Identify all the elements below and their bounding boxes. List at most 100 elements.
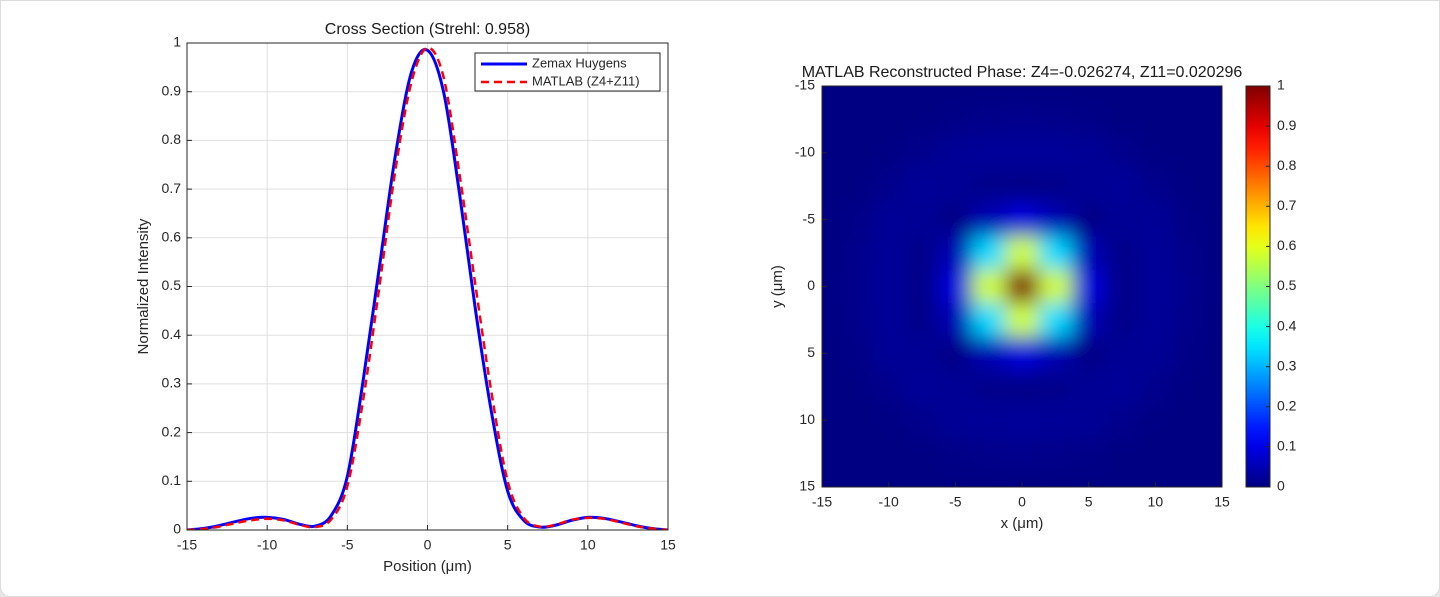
heatmap-cell <box>838 470 873 487</box>
heatmap-cell <box>1038 202 1073 237</box>
heatmap-cell <box>872 470 906 487</box>
x-axis-label: Position (μm) <box>383 558 472 575</box>
y-tick-label: 0.6 <box>162 229 182 245</box>
x-tick-label: 10 <box>580 537 596 553</box>
heatmap-cell <box>1138 169 1173 204</box>
heatmap-cell <box>1105 269 1140 304</box>
legend-label: MATLAB (Z4+Z11) <box>532 73 640 88</box>
heatmap-cell <box>1105 403 1140 438</box>
heatmap-cell <box>1072 336 1106 371</box>
colorbar-tick-label: 0.2 <box>1277 398 1297 414</box>
heatmap-cell <box>905 336 940 371</box>
heatmap-cell <box>905 436 940 471</box>
heatmap-cell <box>1005 336 1040 371</box>
heatmap-cell <box>1072 136 1106 171</box>
colorbar-tick-label: 0.6 <box>1277 237 1297 253</box>
heatmap-cell <box>1205 169 1222 204</box>
heatmap-cell <box>1105 136 1140 171</box>
heatmap-cell <box>822 403 840 438</box>
heatmap-cell <box>872 169 906 204</box>
colorbar-tick-label: 1 <box>1277 77 1285 93</box>
heatmap-cell <box>1005 470 1040 487</box>
y-tick-label: 0.4 <box>162 326 182 342</box>
colorbar-tick-label: 0.3 <box>1277 357 1297 373</box>
x-axis-label: x (μm) <box>1001 515 1044 532</box>
heatmap-cell <box>1205 102 1222 137</box>
heatmap-cell <box>1105 169 1140 204</box>
heatmap-cell <box>1072 202 1106 237</box>
image-cells <box>822 86 1222 487</box>
x-tick-label: 15 <box>660 537 676 553</box>
heatmap-cell <box>1138 403 1173 438</box>
heatmap-cell <box>1205 236 1222 271</box>
heatmap-cell <box>1038 470 1073 487</box>
heatmap-cell <box>838 169 873 204</box>
heatmap-cell <box>1172 136 1206 171</box>
heatmap-cell <box>905 470 940 487</box>
heatmap-cell <box>1138 336 1173 371</box>
heatmap-cell <box>1038 136 1073 171</box>
heatmap-cell <box>1138 236 1173 271</box>
heatmap-cell <box>822 202 840 237</box>
x-tick-label: 5 <box>504 537 512 553</box>
heatmap-cell <box>1138 470 1173 487</box>
heatmap-cell <box>1072 370 1106 404</box>
x-tick-label: -5 <box>341 537 354 553</box>
y-tick-label: -15 <box>795 77 815 93</box>
x-tick-label: -10 <box>879 494 899 510</box>
heatmap-cell <box>972 470 1006 487</box>
y-tick-label: 1 <box>173 34 181 50</box>
heatmap-cell <box>1005 86 1040 104</box>
y-tick-label: 0.8 <box>162 131 182 147</box>
heatmap-cell <box>1205 136 1222 171</box>
colorbar-tick-label: 0.4 <box>1277 317 1297 333</box>
heatmap-cell <box>1172 303 1206 338</box>
colorbar-tick-label: 0 <box>1277 478 1285 494</box>
heatmap-cell <box>1072 470 1106 487</box>
heatmap-cell <box>1205 436 1222 471</box>
colorbar-tick-label: 0.1 <box>1277 438 1297 454</box>
heatmap-cell <box>1105 202 1140 237</box>
heatmap-cell <box>822 102 840 137</box>
heatmap-cell <box>838 336 873 371</box>
heatmap-cell <box>905 169 940 204</box>
x-tick-label: -15 <box>177 537 197 553</box>
heatmap-cell <box>972 403 1006 438</box>
heatmap-cell <box>1172 169 1206 204</box>
heatmap-cell <box>822 436 840 471</box>
heatmap-cell <box>938 370 973 404</box>
heatmap-cell <box>1105 236 1140 271</box>
heatmap-cell <box>1072 269 1106 304</box>
heatmap-cell <box>1072 102 1106 137</box>
heatmap-cell <box>1005 169 1040 204</box>
axes-box <box>821 85 1223 488</box>
heatmap-cell <box>1138 202 1173 237</box>
heatmap-cell <box>1038 403 1073 438</box>
heatmap-cell <box>938 303 973 338</box>
y-tick-label: -10 <box>795 144 815 160</box>
heatmap-cell <box>1038 303 1073 338</box>
y-tick-label: 0 <box>807 277 815 293</box>
heatmap-cell <box>822 370 840 404</box>
x-tick-label: -15 <box>812 494 832 510</box>
heatmap-cell <box>1038 102 1073 137</box>
y-tick-label: 15 <box>799 478 815 494</box>
heatmap-cell <box>1038 336 1073 371</box>
chart-title: MATLAB Reconstructed Phase: Z4=-0.026274… <box>802 64 1243 81</box>
x-tick-label: 0 <box>1018 494 1026 510</box>
heatmap-cell <box>1205 269 1222 304</box>
y-tick-label: 0.3 <box>162 375 182 391</box>
heatmap-cell <box>938 269 973 304</box>
heatmap-cell <box>905 370 940 404</box>
heatmap-cell <box>1005 102 1040 137</box>
y-tick-label: 0.2 <box>162 423 182 439</box>
heatmap-cell <box>822 236 840 271</box>
heatmap-cell <box>938 169 973 204</box>
image-area <box>822 86 1222 487</box>
heatmap-cell <box>938 436 973 471</box>
heatmap-cell <box>1072 403 1106 438</box>
heatmap-cell <box>822 303 840 338</box>
heatmap-cell <box>838 436 873 471</box>
heatmap-cell <box>1038 370 1073 404</box>
